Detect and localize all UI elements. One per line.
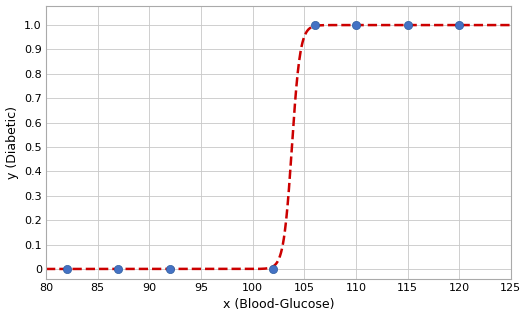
Point [352,23,360,28]
Point [63,266,71,271]
Point [403,23,412,28]
Point [166,266,174,271]
Point [310,23,319,28]
Y-axis label: y (Diabetic): y (Diabetic) [6,106,18,179]
X-axis label: x (Blood-Glucose): x (Blood-Glucose) [223,298,334,311]
Point [114,266,123,271]
Point [269,266,278,271]
Point [455,23,463,28]
